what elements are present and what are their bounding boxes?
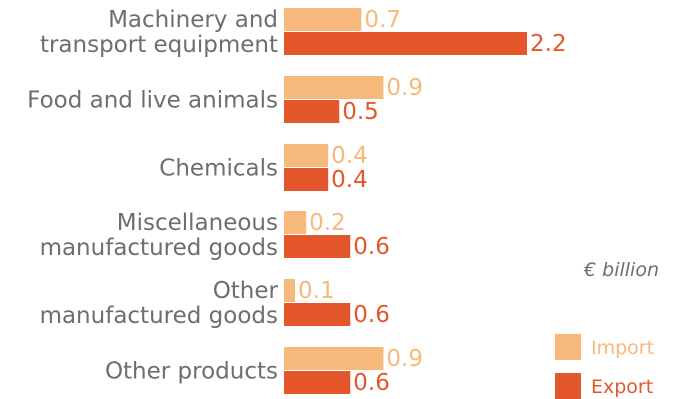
import-bar [284, 347, 384, 370]
category-label-line: transport equipment [40, 32, 278, 58]
import-value-label: 0.2 [309, 210, 346, 236]
export-value-label: 0.6 [353, 234, 390, 260]
export-bar [284, 235, 351, 258]
import-bar [284, 279, 296, 302]
export-value-label: 0.6 [353, 370, 390, 396]
export-value-label: 0.5 [342, 99, 379, 125]
category-label: Food and live animals [27, 88, 278, 114]
import-legend-swatch [555, 334, 581, 360]
legend: Import Export [555, 334, 654, 399]
category-label: Machinery and transport equipment [40, 7, 278, 58]
export-bar [284, 371, 351, 394]
category-label: Other manufactured goods [40, 278, 279, 329]
category-label-line: Food and live animals [27, 88, 278, 114]
category-label-line: Machinery and [108, 7, 278, 33]
import-value-label: 0.9 [386, 75, 423, 101]
import-bar [284, 144, 329, 167]
import-value-label: 0.1 [298, 278, 335, 304]
export-legend-label: Export [591, 376, 653, 398]
category-label: Other products [105, 359, 278, 385]
import-legend-label: Import [591, 337, 654, 359]
export-bar [284, 100, 340, 123]
bars [284, 8, 527, 394]
export-bar [284, 32, 527, 55]
category-label: Chemicals [159, 156, 278, 182]
import-bar [284, 76, 384, 99]
export-legend-swatch [555, 373, 581, 399]
category-label-line: Miscellaneous [117, 210, 278, 236]
export-bar [284, 168, 329, 191]
export-value-label: 0.6 [353, 302, 390, 328]
category-label-line: Other [213, 278, 279, 304]
import-value-label: 0.9 [386, 346, 423, 372]
import-value-label: 0.4 [331, 143, 368, 169]
category-label-line: manufactured goods [40, 235, 278, 261]
import-bar [284, 211, 307, 234]
import-value-label: 0.7 [364, 7, 401, 33]
export-bar [284, 303, 351, 326]
category-label-line: manufactured goods [40, 303, 278, 329]
unit-label: € billion [583, 259, 659, 281]
category-label-line: Other products [105, 359, 278, 385]
category-label-line: Chemicals [159, 156, 278, 182]
category-labels: Machinery and transport equipment Food and… [27, 7, 278, 385]
export-value-label: 0.4 [331, 167, 368, 193]
category-label: Miscellaneous manufactured goods [40, 210, 278, 261]
export-value-label: 2.2 [530, 31, 567, 57]
import-bar [284, 8, 362, 31]
value-labels: 0.72.20.90.50.40.40.20.60.10.60.90.6 [298, 7, 567, 396]
